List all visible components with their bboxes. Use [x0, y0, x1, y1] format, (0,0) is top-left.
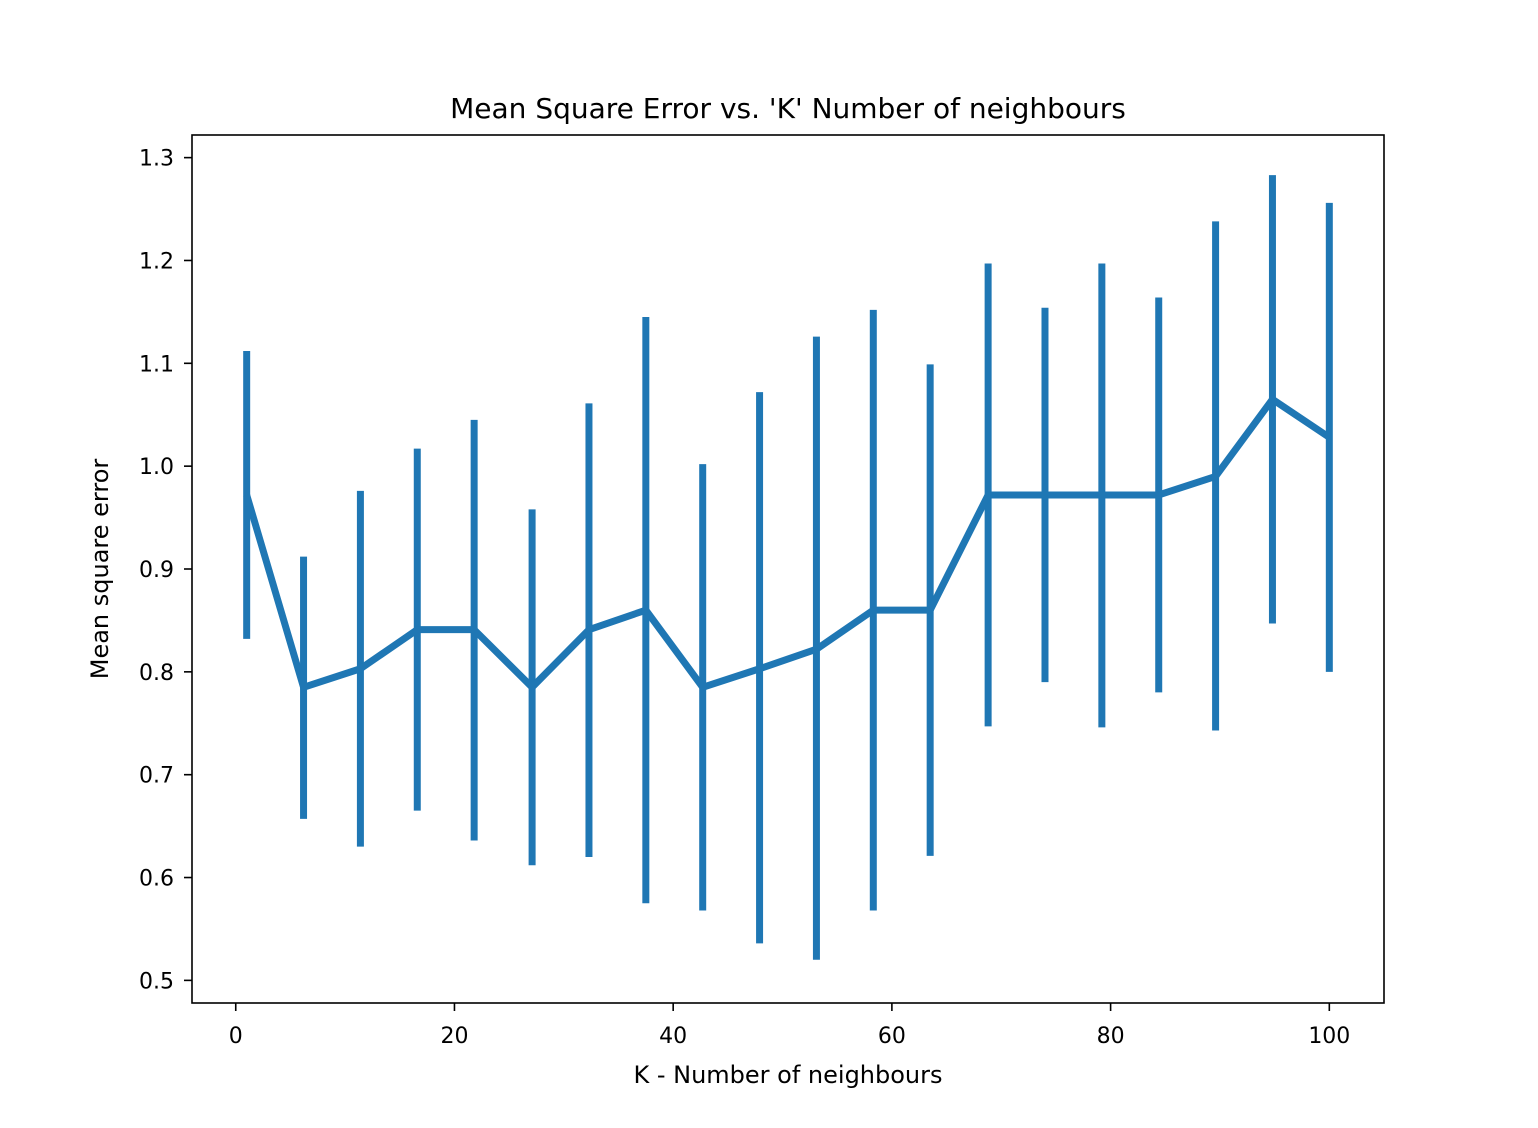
- y-tick-label: 0.5: [139, 969, 174, 994]
- y-tick-label: 1.3: [139, 147, 174, 172]
- x-tick-label: 0: [229, 1024, 243, 1049]
- x-tick-label: 40: [659, 1024, 687, 1049]
- x-tick-label: 20: [440, 1024, 468, 1049]
- y-tick-label: 1.0: [139, 455, 174, 480]
- x-tick-label: 80: [1097, 1024, 1125, 1049]
- x-axis-ticks: 0 20 40 60 80 100: [229, 1003, 1350, 1049]
- series-group: [243, 395, 1332, 691]
- error-bars: [243, 175, 1333, 960]
- series-line: [243, 395, 1332, 691]
- y-axis-ticks: 0.5 0.6 0.7 0.8 0.9 1.0 1.1 1.2 1.3: [139, 147, 192, 994]
- y-tick-label: 1.1: [139, 352, 174, 377]
- chart-title: Mean Square Error vs. 'K' Number of neig…: [450, 92, 1126, 125]
- x-tick-label: 60: [878, 1024, 906, 1049]
- y-tick-label: 0.9: [139, 558, 174, 583]
- y-axis-label: Mean square error: [86, 459, 114, 680]
- x-axis-label: K - Number of neighbours: [633, 1061, 942, 1089]
- y-tick-label: 0.8: [139, 661, 174, 686]
- x-tick-label: 100: [1308, 1024, 1350, 1049]
- y-tick-label: 1.2: [139, 249, 174, 274]
- plot-frame: [191, 134, 1385, 1004]
- y-tick-label: 0.7: [139, 764, 174, 789]
- y-tick-label: 0.6: [139, 867, 174, 892]
